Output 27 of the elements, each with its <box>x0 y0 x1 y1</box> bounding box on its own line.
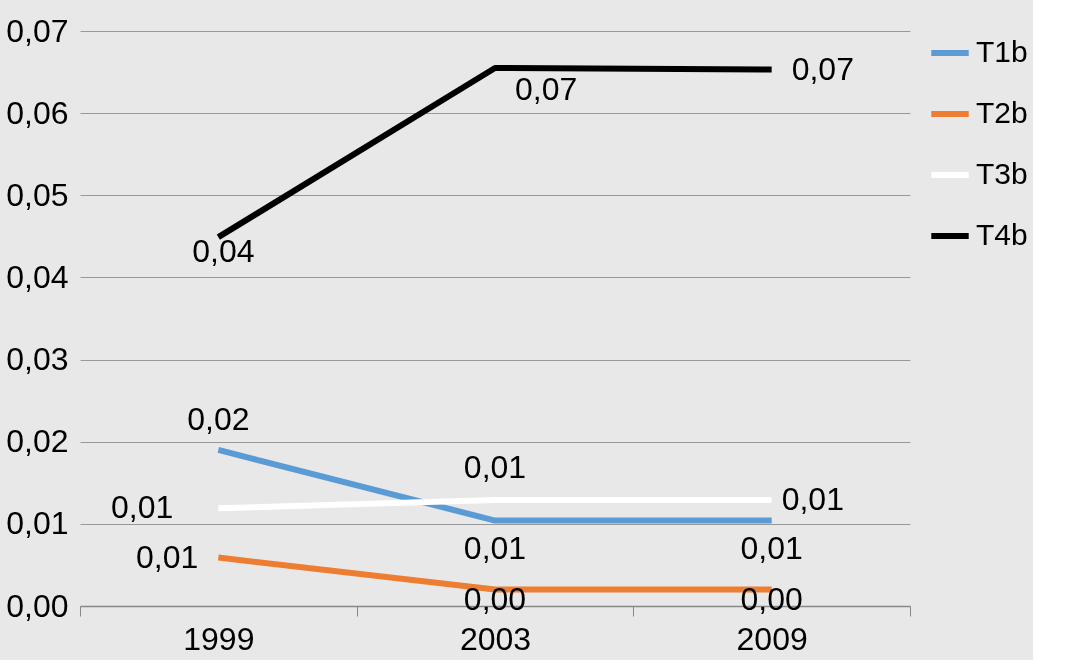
data-label: 0,01 <box>463 529 527 566</box>
legend-label: T3b <box>976 157 1028 190</box>
data-label: 0,00 <box>463 580 527 617</box>
y-tick-label: 0,04 <box>6 258 69 295</box>
data-label: 0,01 <box>781 481 844 518</box>
y-tick-label: 0,07 <box>6 12 69 49</box>
y-tick-label: 0,01 <box>6 505 69 542</box>
data-label: 0,01 <box>463 449 527 486</box>
x-tick-label: 2003 <box>459 620 532 657</box>
y-tick-label: 0,02 <box>6 423 69 460</box>
data-label: 0,01 <box>136 538 199 575</box>
y-tick-label: 0,00 <box>6 587 69 624</box>
x-tick-label: 2009 <box>736 620 808 657</box>
data-label: 0,01 <box>740 529 803 566</box>
data-label: 0,00 <box>740 580 803 617</box>
y-tick-label: 0,05 <box>6 176 69 213</box>
data-label: 0,07 <box>515 70 578 107</box>
data-label: 0,01 <box>111 489 174 526</box>
data-label: 0,07 <box>791 50 854 87</box>
legend-label: T4b <box>976 218 1028 251</box>
legend-label: T1b <box>976 35 1028 68</box>
y-tick-label: 0,03 <box>6 341 69 378</box>
data-label: 0,02 <box>187 400 250 437</box>
y-tick-label: 0,06 <box>6 94 69 131</box>
legend-label: T2b <box>976 96 1028 129</box>
x-tick-label: 1999 <box>183 620 255 657</box>
data-label: 0,04 <box>192 233 255 270</box>
